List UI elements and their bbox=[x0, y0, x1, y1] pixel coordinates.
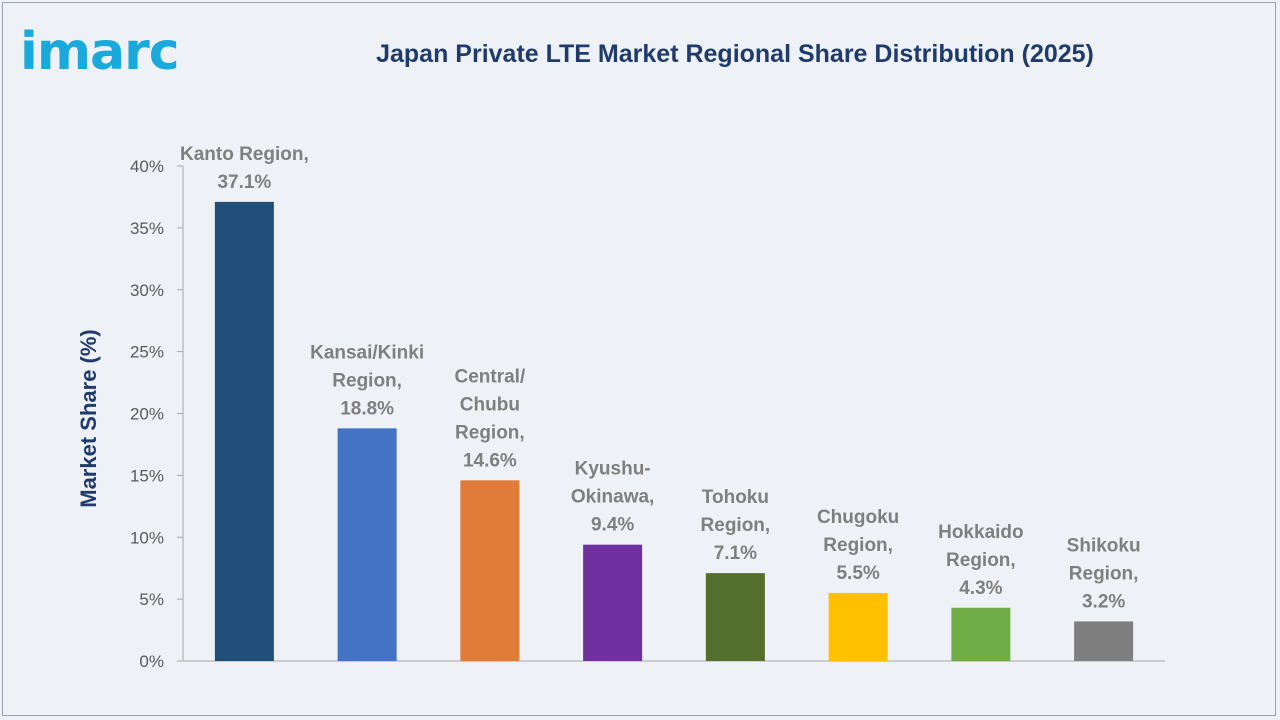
data-label: Chugoku bbox=[817, 507, 899, 528]
y-tick-label: 15% bbox=[130, 466, 164, 485]
bar-1 bbox=[214, 201, 274, 661]
data-label: 4.3% bbox=[959, 578, 1002, 599]
y-tick-label: 25% bbox=[130, 343, 164, 362]
data-label: Shikoku bbox=[1067, 535, 1141, 556]
y-tick-label: 0% bbox=[139, 652, 164, 671]
data-label: Region, bbox=[332, 370, 402, 391]
imarc-logo: imarc bbox=[20, 20, 210, 90]
data-label: Region, bbox=[1069, 563, 1139, 584]
chart-title: Japan Private LTE Market Regional Share … bbox=[376, 40, 1094, 68]
y-tick-label: 10% bbox=[130, 528, 164, 547]
y-tick-label: 30% bbox=[130, 281, 164, 300]
y-tick-label: 35% bbox=[130, 219, 164, 238]
data-label: Region, bbox=[701, 515, 771, 536]
data-label: Chubu bbox=[460, 394, 520, 415]
logo-text: imarc bbox=[20, 22, 180, 82]
data-label: Hokkaido bbox=[938, 522, 1024, 543]
bar-3 bbox=[460, 480, 520, 661]
bar-4 bbox=[583, 544, 643, 661]
data-label: Region, bbox=[946, 550, 1016, 571]
data-label: Region, bbox=[455, 422, 525, 443]
bar-8 bbox=[1074, 621, 1134, 661]
bar-7 bbox=[951, 607, 1011, 661]
data-label: 7.1% bbox=[714, 543, 757, 564]
y-tick-label: 5% bbox=[139, 590, 164, 609]
data-label: 9.4% bbox=[591, 515, 634, 536]
data-label: 37.1% bbox=[217, 172, 271, 193]
bar-2 bbox=[337, 428, 397, 661]
data-label: Okinawa, bbox=[571, 487, 654, 508]
data-label: Tohoku bbox=[702, 487, 769, 508]
data-label: Central/ bbox=[455, 366, 526, 387]
y-tick-label: 40% bbox=[130, 157, 164, 176]
data-label: 3.2% bbox=[1082, 591, 1125, 612]
data-label: 5.5% bbox=[836, 563, 879, 584]
data-label: Region, bbox=[823, 535, 893, 556]
y-axis-title: Market Share (%) bbox=[76, 329, 101, 508]
data-label: Kanto Region, bbox=[180, 144, 309, 165]
data-label: 18.8% bbox=[340, 398, 394, 419]
data-label: 14.6% bbox=[463, 450, 517, 471]
bar-6 bbox=[828, 592, 888, 661]
data-label: Kansai/Kinki bbox=[310, 342, 424, 363]
data-label: Kyushu- bbox=[575, 459, 651, 480]
bar-5 bbox=[705, 573, 765, 661]
y-tick-label: 20% bbox=[130, 405, 164, 424]
